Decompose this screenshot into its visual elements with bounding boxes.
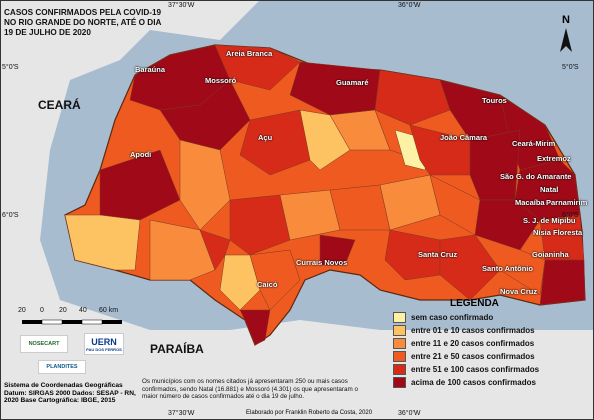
municipality (214, 44, 301, 91)
coord-bottom-right: 36°0'W (398, 410, 421, 417)
city-label: Santa Cruz (418, 250, 458, 259)
municipality (199, 229, 231, 271)
municipality (249, 249, 301, 311)
municipality (64, 214, 141, 271)
municipality (319, 234, 356, 266)
municipality (229, 194, 291, 256)
city-label: Areia Branca (226, 49, 273, 58)
legend-swatch (393, 364, 406, 375)
logo-plandites: PLANDITES (38, 360, 86, 374)
legend-swatch (393, 338, 406, 349)
municipality (409, 124, 471, 176)
legend-item: entre 51 e 100 casos confirmados (393, 364, 539, 375)
logo-uern-text: UERN (91, 336, 117, 347)
municipalities (64, 44, 586, 346)
legend-title: LEGENDA (450, 298, 499, 309)
scale-tick: 20 (18, 307, 26, 314)
state-label-paraiba: PARAÍBA (150, 342, 204, 356)
legend-label: entre 51 e 100 casos confirmados (411, 365, 540, 374)
coord-top-right: 36°0'W (398, 2, 421, 9)
municipality (299, 109, 351, 171)
municipality (474, 199, 541, 251)
city-label: Macaíba (515, 198, 545, 207)
legend-swatch (393, 377, 406, 388)
legend-item: entre 11 e 20 casos confirmados (393, 338, 534, 349)
state-label-ceara: CEARÁ (38, 98, 81, 112)
city-label: Santo Antônio (482, 264, 533, 273)
city-label: Extremoz (537, 154, 571, 163)
scale-tick: 0 (40, 307, 44, 314)
municipality (149, 219, 216, 281)
legend-label: acima de 100 casos confirmados (411, 378, 536, 387)
map-credit: Elaborado por Franklin Roberto da Costa,… (246, 410, 373, 416)
city-label: Mossoró (205, 76, 237, 85)
scale-bar (22, 319, 122, 325)
municipality (329, 184, 391, 231)
city-label: São G. do Amarante (500, 172, 572, 181)
map-title: CASOS CONFIRMADOS PELA COVID-19 NO RIO G… (4, 8, 162, 37)
city-label: Nova Cruz (500, 287, 538, 296)
coord-right-lat-top: 5°0'S (562, 64, 579, 71)
city-label: Currais Novos (296, 258, 348, 267)
municipality (99, 149, 181, 221)
municipality (384, 229, 441, 281)
scale-tick: 60 km (99, 307, 119, 314)
municipality (219, 254, 261, 311)
coord-bottom-left: 37°30'W (168, 410, 195, 417)
legend-item: entre 01 e 10 casos confirmados (393, 325, 535, 336)
legend-item: acima de 100 casos confirmados (393, 377, 536, 388)
municipality (374, 69, 451, 126)
legend-label: entre 01 e 10 casos confirmados (411, 326, 535, 335)
municipality (474, 234, 546, 296)
legend-label: entre 11 e 20 casos confirmados (411, 339, 535, 348)
logo-uern-subtext: PAU DOS FERROS (86, 346, 122, 352)
coord-left-lat-bottom: 6°0'S (2, 212, 19, 219)
city-label: Nísia Floresta (533, 228, 583, 237)
city-label: Touros (482, 96, 507, 105)
legend-label: entre 21 e 50 casos confirmados (411, 352, 535, 361)
municipality (239, 309, 271, 346)
logo-nosecart: NOSECART (20, 335, 68, 353)
legend-item: entre 21 e 50 casos confirmados (393, 351, 535, 362)
neighbor-land-north (140, 0, 260, 40)
logo-uern: UERN PAU DOS FERROS (84, 333, 124, 355)
cartographic-info: Sistema de Coordenadas Geográficas Datum… (4, 382, 136, 405)
city-label: João Câmara (440, 133, 488, 142)
coord-right-lat-bottom: 6°0'S (562, 212, 579, 219)
legend-label: sem caso confirmado (411, 313, 494, 322)
legend-swatch (393, 312, 406, 323)
city-label: Caicó (257, 280, 278, 289)
city-label: Açu (258, 133, 273, 142)
municipality (539, 259, 586, 306)
city-label: Parnamirim (546, 198, 588, 207)
coord-top-left: 37°30'W (168, 2, 195, 9)
map-note: Os municípios com os nomes citados já ap… (142, 378, 358, 401)
coord-left-lat-top: 5°0'S (2, 64, 19, 71)
city-label: Goianinha (532, 250, 569, 259)
legend-swatch (393, 325, 406, 336)
city-label: Ceará-Mirim (512, 139, 556, 148)
north-arrow-icon (560, 28, 572, 52)
legend-item: sem caso confirmado (393, 312, 493, 323)
city-label: Apodi (130, 150, 152, 159)
municipality (239, 109, 311, 176)
city-label: Baraúna (135, 65, 166, 74)
municipality (179, 139, 231, 231)
city-label: Natal (540, 185, 559, 194)
city-label: Guamaré (336, 78, 369, 87)
legend-swatch (393, 351, 406, 362)
scale-tick: 20 (59, 307, 67, 314)
scale-tick: 40 (79, 307, 87, 314)
north-label: N (562, 14, 570, 26)
city-label: S. J. de Mipibu (523, 216, 576, 225)
municipality (439, 234, 501, 301)
